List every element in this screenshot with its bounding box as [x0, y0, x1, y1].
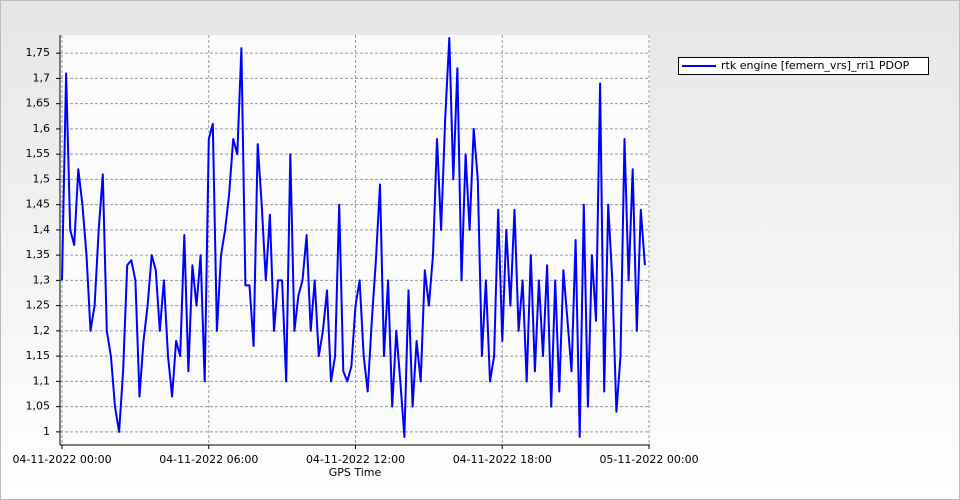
y-tick-label: 1,5: [33, 172, 51, 185]
data-line: [61, 37, 646, 438]
y-tick-label: 1,75: [26, 46, 51, 59]
legend-label: rtk engine [femern_vrs]_rri1 PDOP: [721, 59, 910, 72]
y-tick-label: 1,1: [33, 374, 51, 387]
y-tick-label: 1,7: [33, 71, 51, 84]
x-tick-label: 04-11-2022 12:00: [306, 453, 405, 466]
y-tick-label: 1,05: [26, 400, 51, 413]
plot-area: [60, 35, 650, 445]
legend: rtk engine [femern_vrs]_rri1 PDOP: [678, 57, 929, 75]
y-tick-label: 1: [43, 425, 50, 438]
y-tick-label: 1,6: [33, 122, 51, 135]
x-tick-label: 04-11-2022 18:00: [453, 453, 552, 466]
y-tick-label: 1,3: [33, 273, 51, 286]
y-tick-label: 1,35: [26, 248, 51, 261]
x-tick-label: 04-11-2022 06:00: [159, 453, 258, 466]
y-tick-label: 1,45: [26, 198, 51, 211]
x-axis-label: GPS Time: [329, 466, 382, 479]
y-tick-label: 1,55: [26, 147, 51, 160]
y-tick-label: 1,4: [33, 223, 51, 236]
x-tick-label: 04-11-2022 00:00: [12, 453, 111, 466]
y-tick-label: 1,25: [26, 299, 51, 312]
y-tick-label: 1,65: [26, 97, 51, 110]
legend-box: [678, 57, 929, 75]
x-tick-label: 05-11-2022 00:00: [599, 453, 698, 466]
y-tick-label: 1,2: [33, 324, 51, 337]
y-tick-label: 1,15: [26, 349, 51, 362]
